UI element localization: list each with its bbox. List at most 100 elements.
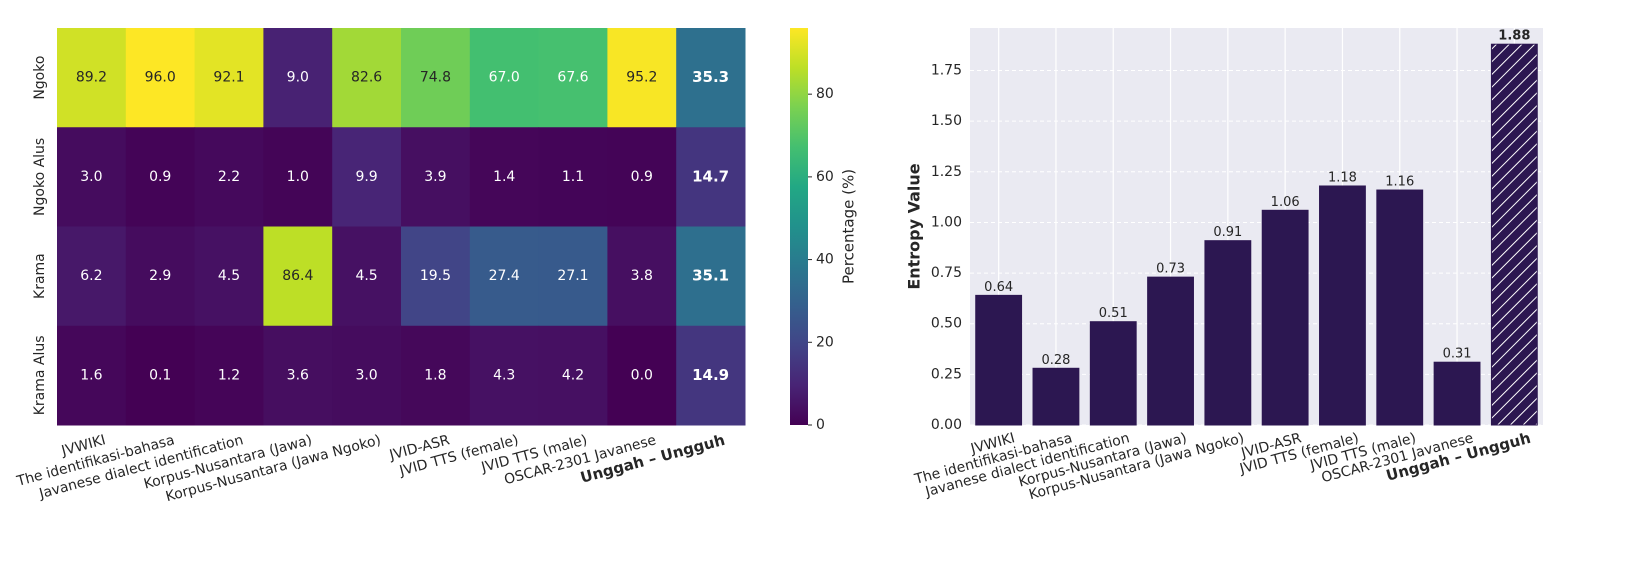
y-tick-label: 0.50 [931, 316, 962, 332]
cell-label: 3.6 [287, 367, 309, 383]
heatmap-cell [263, 28, 333, 128]
bar [1032, 367, 1080, 426]
cell-label: 67.0 [489, 70, 520, 86]
heatmap-cell [57, 127, 127, 227]
colorbar-tick-label: 20 [816, 334, 834, 350]
cell-label: 96.0 [145, 70, 176, 86]
heatmap-cell [125, 127, 196, 227]
cell-label: 0.9 [631, 169, 653, 185]
cell-label: 14.9 [692, 366, 729, 384]
heatmap-cell [332, 226, 402, 327]
bar [1204, 240, 1252, 426]
heatmap-cell [538, 325, 608, 426]
bar-value-label: 1.16 [1385, 175, 1414, 190]
heatmap-cell [538, 226, 608, 327]
cell-label: 35.3 [692, 68, 729, 86]
bar [1147, 276, 1194, 426]
colorbar-tick-label: 0 [816, 417, 825, 433]
heatmap-cell [607, 226, 677, 327]
heatmap-cell [263, 127, 333, 227]
cell-label: 4.3 [493, 367, 515, 383]
heatmap-cell [401, 127, 471, 227]
bar [1490, 43, 1538, 426]
y-tick-label: 1.25 [931, 164, 962, 180]
heatmap-cell [194, 325, 264, 426]
heatmap-cell [57, 226, 127, 327]
cell-label: 9.0 [287, 70, 309, 86]
heatmap-cell [263, 325, 333, 426]
cell-label: 4.5 [355, 268, 377, 284]
bar [1433, 361, 1481, 426]
colorbar-tick-label: 40 [816, 252, 834, 268]
cell-label: 95.2 [626, 70, 657, 86]
heatmap-cell [194, 28, 264, 128]
row-label: Krama [32, 253, 48, 299]
plot-background [970, 28, 1543, 425]
heatmap-cell [538, 28, 608, 128]
heatmap-cell [332, 28, 402, 128]
heatmap-cell [332, 127, 402, 227]
y-tick-label: 1.75 [931, 63, 962, 79]
colorbar-tick-label: 80 [816, 86, 834, 102]
heatmap-cell [607, 325, 677, 426]
cell-label: 19.5 [420, 268, 451, 284]
cell-label: 6.2 [80, 268, 102, 284]
colorbar [790, 28, 808, 425]
heatmap-cell [469, 28, 540, 128]
heatmap-cell [676, 28, 746, 128]
heatmap-cell [676, 325, 746, 426]
heatmap-cell [194, 226, 264, 327]
cell-label: 1.4 [493, 169, 515, 185]
heatmap-cell [57, 28, 127, 128]
heatmap-cell [401, 325, 471, 426]
bar-value-label: 0.28 [1041, 353, 1070, 368]
cell-label: 3.0 [355, 367, 377, 383]
heatmap-cell [125, 28, 196, 128]
cell-label: 14.7 [692, 167, 729, 185]
cell-label: 3.9 [424, 169, 446, 185]
bar-value-label: 0.64 [984, 280, 1013, 295]
cell-label: 2.2 [218, 169, 240, 185]
cell-label: 67.6 [557, 70, 588, 86]
cell-label: 1.1 [562, 169, 584, 185]
bar-value-label: 0.31 [1443, 347, 1472, 362]
heatmap-cell [469, 226, 540, 327]
cell-label: 92.1 [213, 70, 244, 86]
heatmap-cell [263, 226, 333, 327]
cell-label: 4.5 [218, 268, 240, 284]
cell-label: 0.9 [149, 169, 171, 185]
colorbar-tick-label: 60 [816, 169, 834, 185]
bar [1376, 189, 1424, 426]
cell-label: 35.1 [692, 267, 729, 285]
cell-label: 0.0 [631, 367, 653, 383]
bar-value-label: 1.18 [1328, 170, 1357, 185]
cell-label: 2.9 [149, 268, 171, 284]
y-tick-label: 0.75 [931, 265, 962, 281]
heatmap-cell [401, 226, 471, 327]
heatmap-cell [676, 226, 746, 327]
heatmap-cell [125, 226, 196, 327]
heatmap-cell [57, 325, 127, 426]
cell-label: 1.6 [80, 367, 102, 383]
bar-value-label: 1.06 [1271, 195, 1300, 210]
heatmap-cell [676, 127, 746, 227]
y-tick-label: 1.50 [931, 113, 962, 129]
row-label: Ngoko Alus [32, 138, 48, 216]
cell-label: 74.8 [420, 70, 451, 86]
cell-label: 27.4 [489, 268, 520, 284]
y-axis-label: Entropy Value [905, 163, 924, 289]
heatmap-cell [194, 127, 264, 227]
cell-label: 27.1 [557, 268, 588, 284]
y-tick-label: 1.00 [931, 214, 962, 230]
heatmap-cell [469, 127, 540, 227]
bar-value-label: 0.73 [1156, 262, 1185, 277]
heatmap-cell [607, 28, 677, 128]
heatmap-cell [401, 28, 471, 128]
row-label: Ngoko [32, 56, 48, 100]
cell-label: 1.0 [287, 169, 309, 185]
cell-label: 89.2 [76, 70, 107, 86]
bar-value-label: 0.91 [1213, 225, 1242, 240]
bar [1319, 185, 1366, 426]
row-label: Krama Alus [32, 335, 48, 415]
